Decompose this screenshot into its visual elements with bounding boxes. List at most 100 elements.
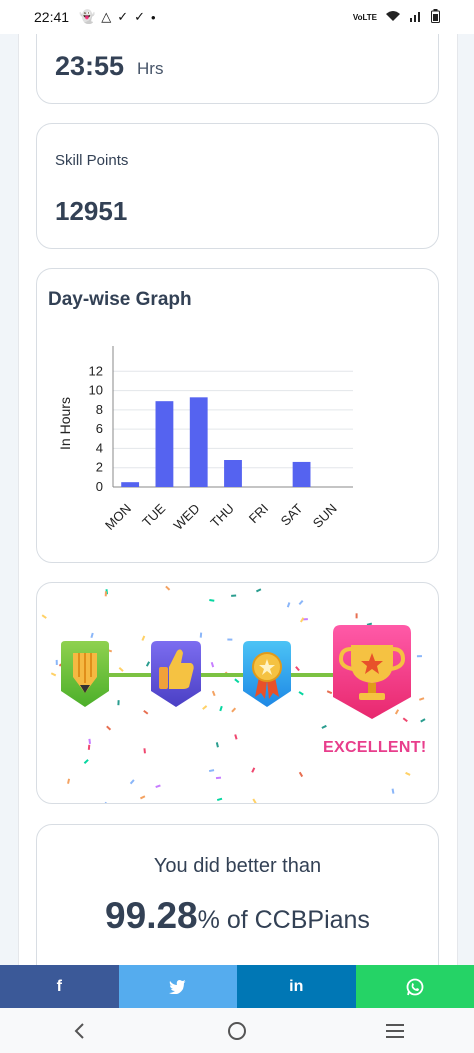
better-than-card: You did better than 99.28% of CCBPians xyxy=(36,824,439,965)
y-tick-label: 8 xyxy=(96,402,103,417)
confetti-piece xyxy=(416,655,422,658)
check-icon: ✓ xyxy=(134,9,146,24)
better-than-suffix: % of CCBPians xyxy=(197,906,370,934)
confetti-piece xyxy=(219,705,223,712)
confetti-piece xyxy=(87,744,91,750)
confetti-piece xyxy=(155,784,161,789)
y-tick-label: 2 xyxy=(96,460,103,475)
confetti-decoration xyxy=(41,585,426,803)
confetti-piece xyxy=(88,738,92,744)
day-wise-bar-chart: 0 2 4 6 8 10 12 MON TUE WED THU FRI SAT SUN In Hours xyxy=(57,346,353,533)
back-icon xyxy=(74,1022,84,1039)
confetti-piece xyxy=(231,707,237,713)
battery-icon xyxy=(431,8,440,26)
bar-sat xyxy=(292,461,311,487)
confetti-piece xyxy=(215,776,222,780)
x-tick-label: THU xyxy=(207,501,236,530)
confetti-piece xyxy=(83,759,89,764)
x-tick-label: WED xyxy=(171,501,203,533)
confetti-piece xyxy=(255,588,262,593)
drive-icon: △ xyxy=(101,9,112,24)
y-tick-label: 4 xyxy=(96,440,103,455)
confetti-piece xyxy=(227,638,233,641)
confetti-piece xyxy=(355,613,358,619)
confetti-piece xyxy=(215,742,219,748)
share-facebook-button[interactable]: f xyxy=(0,965,119,1008)
recents-icon xyxy=(386,1023,404,1038)
page-content[interactable]: 23:55 Hrs Skill Points 12951 Day-wise Gr… xyxy=(0,34,474,965)
confetti-piece xyxy=(420,718,426,723)
check-icon: ✓ xyxy=(117,9,129,24)
bar-thu xyxy=(224,460,242,487)
whatsapp-icon xyxy=(406,978,424,995)
confetti-piece xyxy=(216,797,223,801)
confetti-piece xyxy=(165,585,171,591)
confetti-piece xyxy=(117,700,120,706)
confetti-piece xyxy=(209,598,215,602)
hours-unit: Hrs xyxy=(137,59,164,78)
confetti-piece xyxy=(252,798,257,803)
home-icon xyxy=(228,1021,246,1040)
system-icons: VoLTE xyxy=(353,8,440,26)
confetti-piece xyxy=(298,771,304,778)
better-than-label: You did better than xyxy=(153,855,322,877)
share-whatsapp-button[interactable] xyxy=(355,965,474,1008)
share-bar: f in xyxy=(0,965,474,1008)
home-button[interactable] xyxy=(207,1011,267,1051)
confetti-piece xyxy=(211,690,216,697)
confetti-piece xyxy=(104,591,107,597)
skill-points-label: Skill Points xyxy=(55,152,129,169)
x-tick-label: SAT xyxy=(278,501,306,529)
better-than-percent: 99.28 xyxy=(105,895,198,936)
confetti-piece xyxy=(143,748,146,754)
confetti-piece xyxy=(210,661,215,668)
badges-card: EXCELLENT! xyxy=(36,582,439,804)
graph-title: Day-wise Graph xyxy=(48,289,192,310)
confetti-piece xyxy=(118,667,124,672)
confetti-piece xyxy=(251,767,256,773)
x-tick-label: TUE xyxy=(139,501,168,530)
snapchat-icon: 👻 xyxy=(79,9,96,24)
confetti-piece xyxy=(418,697,425,701)
confetti-piece xyxy=(199,632,203,638)
wifi-icon xyxy=(385,10,401,25)
x-tick-label: MON xyxy=(102,501,134,533)
hours-value: 23:55 xyxy=(55,51,125,81)
status-bar: 22:41 👻 △ ✓ ✓ • VoLTE xyxy=(0,0,474,34)
y-tick-label: 12 xyxy=(89,363,103,378)
y-axis-label: In Hours xyxy=(57,397,73,450)
recents-button[interactable] xyxy=(365,1011,425,1051)
back-button[interactable] xyxy=(49,1011,109,1051)
confetti-piece xyxy=(298,691,304,696)
confetti-piece xyxy=(405,771,411,776)
bar-tue xyxy=(155,401,174,487)
trophy-badge-icon xyxy=(333,625,411,719)
confetti-piece xyxy=(295,666,300,672)
system-nav-bar xyxy=(0,1008,474,1053)
day-wise-graph-card: Day-wise Graph 0 2 4 6 8 10 12 MON TUE WED THU FRI S… xyxy=(36,268,439,563)
facebook-icon: f xyxy=(56,977,62,995)
confetti-piece xyxy=(302,618,308,621)
confetti-piece xyxy=(90,632,94,639)
notification-icons: 👻 △ ✓ ✓ • xyxy=(79,9,156,25)
confetti-piece xyxy=(298,600,304,606)
bar-wed xyxy=(189,397,208,487)
x-tick-label: FRI xyxy=(246,501,271,526)
confetti-piece xyxy=(41,614,47,619)
confetti-piece xyxy=(129,779,135,785)
skill-points-value: 12951 xyxy=(55,196,128,226)
bar-mon xyxy=(121,482,140,487)
medal-badge-icon xyxy=(243,641,291,707)
share-linkedin-button[interactable]: in xyxy=(237,965,356,1008)
excellent-label: EXCELLENT! xyxy=(323,739,427,756)
confetti-piece xyxy=(391,788,395,794)
confetti-piece xyxy=(321,724,327,729)
share-twitter-button[interactable] xyxy=(118,965,237,1008)
confetti-piece xyxy=(202,705,208,710)
y-tick-label: 10 xyxy=(89,383,103,398)
confetti-piece xyxy=(143,709,149,715)
thumbs-up-badge-icon xyxy=(151,641,201,707)
x-tick-label: SUN xyxy=(310,501,340,531)
confetti-piece xyxy=(286,602,291,608)
confetti-piece xyxy=(141,635,146,641)
